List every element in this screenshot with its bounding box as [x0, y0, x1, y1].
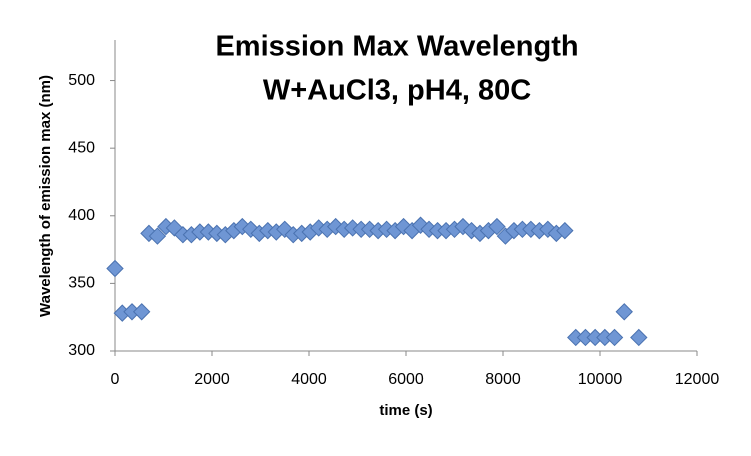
x-tick-label: 2000: [194, 371, 230, 388]
x-tick-label: 6000: [388, 371, 424, 388]
y-tick-label: 350: [68, 275, 95, 292]
x-tick-label: 4000: [291, 371, 327, 388]
x-tick-label: 10000: [578, 371, 623, 388]
y-tick-label: 450: [68, 139, 95, 156]
x-tick-label: 12000: [675, 371, 720, 388]
data-point: [605, 328, 624, 347]
data-point: [148, 227, 167, 245]
data-point: [132, 303, 151, 321]
data-point: [411, 216, 430, 234]
data-point: [615, 303, 633, 321]
y-tick-label: 300: [68, 342, 95, 359]
y-tick-label: 400: [68, 207, 95, 224]
y-axis-label: Wavelength of emission max (nm): [37, 75, 54, 317]
chart-title: W+AuCl3, pH4, 80C: [263, 75, 531, 107]
x-tick-label: 0: [111, 371, 120, 388]
data-point: [630, 328, 648, 347]
x-axis-label: time (s): [379, 402, 432, 419]
data-point: [106, 259, 124, 278]
data-point: [556, 221, 574, 240]
data-point: [488, 217, 506, 236]
chart-title: Emission Max Wavelength: [215, 31, 578, 63]
y-tick-label: 500: [68, 72, 95, 89]
data-point: [165, 219, 184, 237]
x-tick-label: 8000: [485, 371, 521, 388]
